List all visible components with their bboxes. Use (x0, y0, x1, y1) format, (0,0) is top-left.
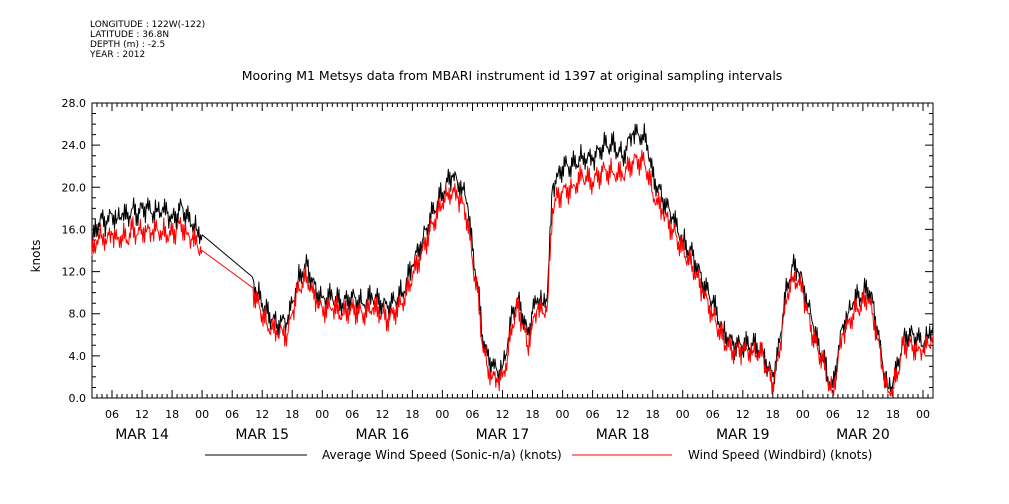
station-metadata: LONGITUDE : 122W(-122) LATITUDE : 36.8N … (90, 20, 205, 60)
tick-marks (91, 102, 934, 399)
x-hour-label: 06 (826, 408, 840, 421)
x-day-label: MAR 16 (356, 427, 410, 443)
year-label: YEAR : 2012 (90, 50, 146, 60)
x-hour-label: 18 (165, 408, 179, 421)
x-hour-label: 12 (736, 408, 750, 421)
legend: Average Wind Speed (Sonic-n/a) (knots) Wi… (205, 448, 872, 462)
axis-ticks (91, 102, 934, 399)
y-tick-label: 20.0 (62, 181, 87, 194)
x-hour-label: 06 (105, 408, 119, 421)
x-hour-label: 12 (495, 408, 509, 421)
depth-label: DEPTH (m) : -2.5 (90, 40, 166, 50)
y-axis-label: knots (29, 240, 43, 273)
legend-label-sonic: Average Wind Speed (Sonic-n/a) (knots) (322, 448, 562, 462)
x-hour-label: 06 (465, 408, 479, 421)
x-hour-label: 18 (886, 408, 900, 421)
y-tick-label: 24.0 (62, 139, 87, 152)
x-hour-label: 18 (526, 408, 540, 421)
chart-title: Mooring M1 Metsys data from MBARI instru… (242, 68, 783, 83)
x-day-label: MAR 17 (476, 427, 530, 443)
legend-label-windbird: Wind Speed (Windbird) (knots) (688, 448, 872, 462)
x-hour-label: 00 (315, 408, 329, 421)
plot-border (91, 102, 934, 399)
x-hour-label: 00 (435, 408, 449, 421)
longitude-label: LONGITUDE : 122W(-122) (90, 20, 206, 30)
x-hour-label: 12 (255, 408, 269, 421)
x-hour-label: 12 (856, 408, 870, 421)
series-line-windbird (91, 149, 934, 397)
x-hour-label: 00 (556, 408, 570, 421)
x-hour-label: 00 (916, 408, 930, 421)
x-hour-label: 12 (375, 408, 389, 421)
x-day-label: MAR 18 (596, 427, 650, 443)
x-hour-label: 06 (345, 408, 359, 421)
x-hour-label: 06 (706, 408, 720, 421)
x-hour-label: 12 (135, 408, 149, 421)
series-lines (91, 123, 934, 397)
x-hour-label: 12 (616, 408, 630, 421)
x-hour-label: 18 (646, 408, 660, 421)
y-tick-label: 16.0 (62, 223, 87, 236)
x-hour-label: 18 (766, 408, 780, 421)
x-hour-label: 00 (676, 408, 690, 421)
x-hour-label: 06 (225, 408, 239, 421)
x-day-label: MAR 15 (235, 427, 289, 443)
x-hour-label: 18 (405, 408, 419, 421)
y-tick-label: 12.0 (62, 266, 87, 279)
plot-frame (91, 102, 934, 399)
y-tick-label: 4.0 (69, 350, 87, 363)
y-tick-label: 0.0 (69, 392, 87, 405)
x-hour-label: 00 (195, 408, 209, 421)
x-day-label: MAR 19 (716, 427, 770, 443)
x-hour-label: 06 (586, 408, 600, 421)
x-tick-labels: 06 12 18 00 06 12 18 00 06 12 18 00 06 12 18 00 06 12 18 00… (105, 408, 930, 443)
latitude-label: LATITUDE : 36.8N (90, 30, 170, 40)
x-hour-label: 00 (796, 408, 810, 421)
y-tick-label: 28.0 (62, 97, 87, 110)
x-hour-label: 18 (285, 408, 299, 421)
y-tick-labels: 0.0 4.0 8.0 12.0 16.0 20.0 24.0 28.0 (62, 97, 87, 405)
series-line-sonic (91, 123, 934, 392)
y-tick-label: 8.0 (69, 308, 87, 321)
x-day-label: MAR 20 (836, 427, 890, 443)
x-day-label: MAR 14 (115, 427, 169, 443)
